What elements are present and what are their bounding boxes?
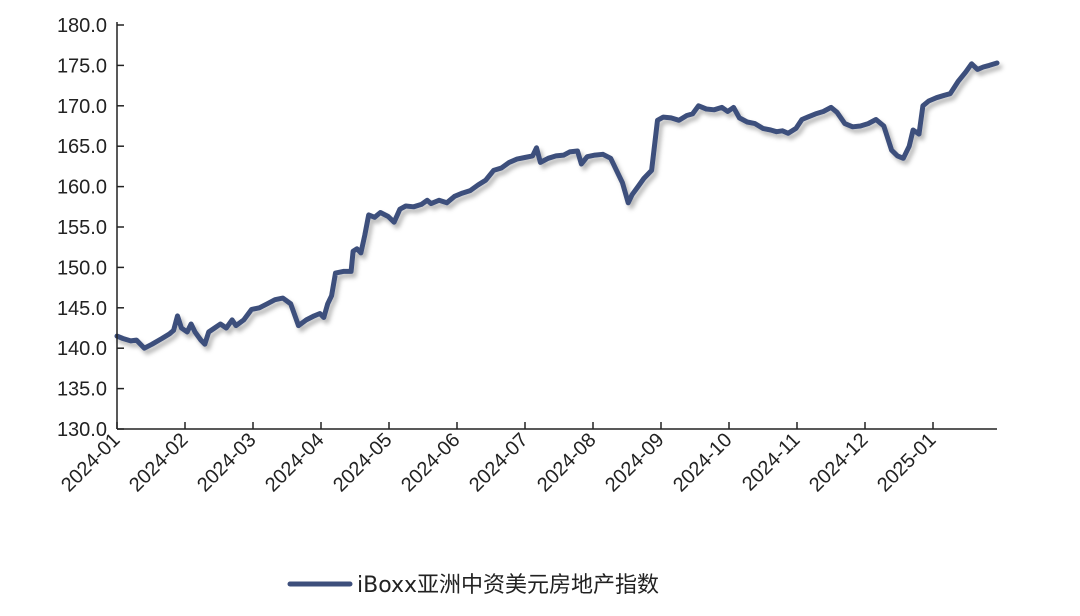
legend: iBoxx亚洲中资美元房地产指数: [287, 573, 659, 598]
x-tick-label: 2024-12: [805, 429, 872, 496]
x-tick-label: 2024-09: [601, 429, 668, 496]
series-line: [114, 60, 1000, 351]
x-tick-label: 2024-11: [738, 429, 804, 495]
x-tick-label: 2024-06: [397, 429, 464, 496]
x-tick-label: 2024-02: [125, 429, 192, 496]
x-tick-label: 2024-05: [329, 429, 396, 496]
x-tick-label: 2024-08: [533, 429, 600, 496]
y-tick-label: 175.0: [57, 55, 107, 77]
y-tick-label: 140.0: [57, 338, 107, 360]
y-tick-label: 180.0: [57, 15, 107, 37]
x-tick-label: 2024-10: [669, 429, 736, 496]
x-tick-label: 2024-07: [465, 429, 532, 496]
y-tick-label: 145.0: [57, 298, 107, 320]
series-group: [114, 60, 1000, 351]
y-tick-label: 130.0: [57, 419, 107, 441]
y-tick-label: 155.0: [57, 217, 107, 239]
y-axis-ticks: 130.0 135.0 140.0 145.0 150.0 155.0 160.0 165.0…: [57, 15, 124, 441]
x-tick-label: 2025-01: [873, 429, 940, 496]
axes: [116, 22, 997, 430]
y-tick-label: 170.0: [57, 96, 107, 118]
y-tick-label: 160.0: [57, 177, 107, 199]
y-tick-label: 150.0: [57, 257, 107, 279]
x-tick-label: 2024-04: [261, 429, 328, 496]
y-tick-label: 135.0: [57, 379, 107, 401]
x-axis-ticks: 2024-01 2024-02 2024-03 2024-04 2024-05 2024-…: [57, 422, 941, 496]
y-tick-label: 165.0: [57, 136, 107, 158]
x-tick-label: 2024-03: [193, 429, 260, 496]
legend-label: iBoxx亚洲中资美元房地产指数: [357, 573, 659, 598]
